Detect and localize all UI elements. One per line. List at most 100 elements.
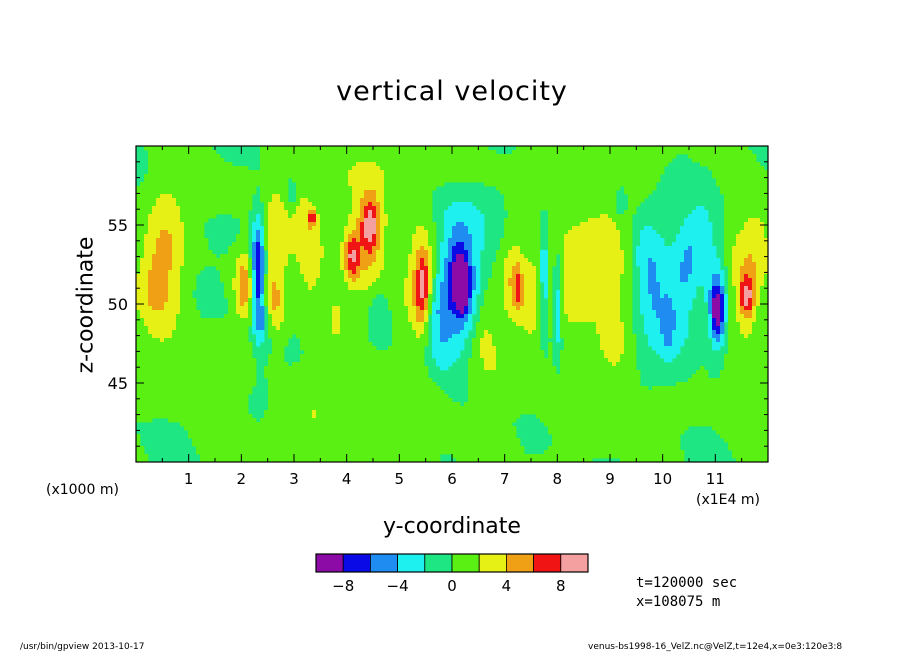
- heatmap-cell: [572, 214, 577, 219]
- heatmap-cell: [368, 150, 373, 155]
- heatmap-cell: [692, 234, 697, 239]
- heatmap-cell: [352, 182, 357, 187]
- heatmap-cell: [448, 258, 453, 263]
- heatmap-cell: [408, 238, 413, 243]
- heatmap-cell: [604, 154, 609, 159]
- heatmap-cell: [176, 150, 181, 155]
- heatmap-cell: [636, 170, 641, 175]
- heatmap-cell: [308, 174, 313, 179]
- heatmap-cell: [652, 146, 657, 151]
- heatmap-cell: [196, 186, 201, 191]
- heatmap-cell: [188, 270, 193, 275]
- heatmap-cell: [420, 190, 425, 195]
- heatmap-cell: [348, 162, 353, 167]
- heatmap-cell: [760, 166, 765, 171]
- heatmap-cell: [624, 182, 629, 187]
- heatmap-cell: [560, 246, 565, 251]
- heatmap-cell: [400, 274, 405, 279]
- heatmap-cell: [480, 150, 485, 155]
- heatmap-cell: [400, 250, 405, 255]
- heatmap-cell: [372, 230, 377, 235]
- heatmap-cell: [636, 198, 641, 203]
- heatmap-cell: [444, 286, 449, 291]
- heatmap-cell: [196, 198, 201, 203]
- heatmap-cell: [324, 166, 329, 171]
- heatmap-cell: [260, 238, 265, 243]
- heatmap-cell: [168, 254, 173, 259]
- heatmap-cell: [572, 266, 577, 271]
- heatmap-cell: [444, 234, 449, 239]
- heatmap-cell: [756, 202, 761, 207]
- heatmap-cell: [400, 258, 405, 263]
- heatmap-cell: [144, 238, 149, 243]
- heatmap-cell: [264, 290, 269, 295]
- heatmap-cell: [168, 222, 173, 227]
- heatmap-cell: [616, 266, 621, 271]
- heatmap-cell: [720, 178, 725, 183]
- heatmap-cell: [180, 158, 185, 163]
- heatmap-cell: [760, 222, 765, 227]
- heatmap-cell: [388, 214, 393, 219]
- heatmap-cell: [168, 194, 173, 199]
- heatmap-cell: [276, 282, 281, 287]
- heatmap-cell: [268, 218, 273, 223]
- heatmap-cell: [676, 238, 681, 243]
- heatmap-cell: [568, 266, 573, 271]
- heatmap-cell: [208, 198, 213, 203]
- heatmap-cell: [248, 202, 253, 207]
- heatmap-cell: [440, 170, 445, 175]
- heatmap-cell: [472, 166, 477, 171]
- heatmap-cell: [160, 234, 165, 239]
- heatmap-cell: [532, 262, 537, 267]
- heatmap-cell: [624, 186, 629, 191]
- heatmap-cell: [460, 146, 465, 151]
- heatmap-cell: [348, 258, 353, 263]
- heatmap-cell: [264, 278, 269, 283]
- heatmap-cell: [580, 254, 585, 259]
- heatmap-cell: [576, 182, 581, 187]
- heatmap-cell: [536, 266, 541, 271]
- heatmap-cell: [520, 186, 525, 191]
- heatmap-cell: [272, 246, 277, 251]
- heatmap-cell: [628, 250, 633, 255]
- heatmap-cell: [728, 166, 733, 171]
- heatmap-cell: [756, 274, 761, 279]
- heatmap-cell: [448, 278, 453, 283]
- heatmap-cell: [380, 158, 385, 163]
- heatmap-cell: [596, 218, 601, 223]
- heatmap-cell: [700, 218, 705, 223]
- heatmap-cell: [260, 150, 265, 155]
- heatmap-cell: [624, 218, 629, 223]
- heatmap-cell: [228, 290, 233, 295]
- heatmap-cell: [260, 234, 265, 239]
- heatmap-cell: [184, 234, 189, 239]
- heatmap-cell: [764, 234, 769, 239]
- heatmap-cell: [544, 278, 549, 283]
- heatmap-cell: [504, 258, 509, 263]
- heatmap-cell: [316, 198, 321, 203]
- heatmap-cell: [276, 214, 281, 219]
- heatmap-cell: [716, 150, 721, 155]
- heatmap-cell: [228, 246, 233, 251]
- heatmap-cell: [344, 278, 349, 283]
- heatmap-cell: [292, 154, 297, 159]
- heatmap-cell: [152, 226, 157, 231]
- heatmap-cell: [564, 218, 569, 223]
- heatmap-cell: [752, 230, 757, 235]
- heatmap-cell: [296, 150, 301, 155]
- heatmap-cell: [608, 234, 613, 239]
- heatmap-cell: [412, 186, 417, 191]
- heatmap-cell: [264, 274, 269, 279]
- heatmap-cell: [452, 206, 457, 211]
- heatmap-cell: [480, 158, 485, 163]
- heatmap-cell: [308, 238, 313, 243]
- heatmap-cell: [268, 170, 273, 175]
- heatmap-cell: [440, 282, 445, 287]
- heatmap-cell: [392, 290, 397, 295]
- heatmap-cell: [568, 150, 573, 155]
- heatmap-cell: [272, 202, 277, 207]
- heatmap-cell: [424, 186, 429, 191]
- heatmap-cell: [596, 222, 601, 227]
- heatmap-cell: [628, 150, 633, 155]
- heatmap-cell: [700, 278, 705, 283]
